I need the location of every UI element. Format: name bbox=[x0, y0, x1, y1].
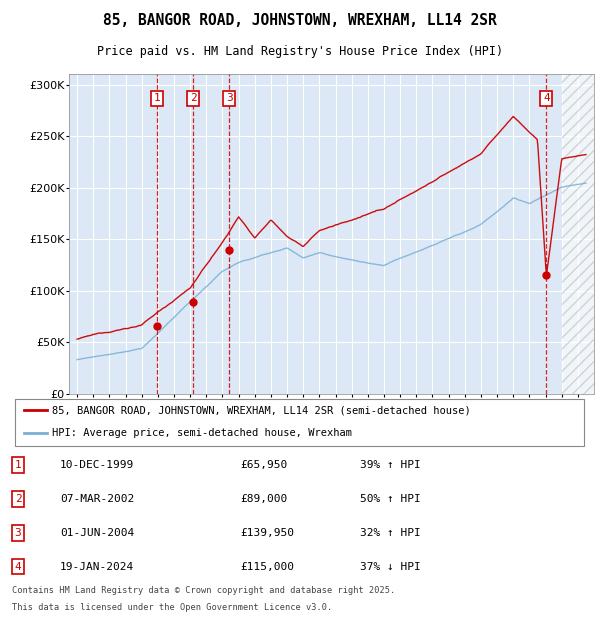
Text: 3: 3 bbox=[14, 528, 22, 538]
Text: 4: 4 bbox=[14, 562, 22, 572]
Text: 1: 1 bbox=[14, 460, 22, 470]
Text: £89,000: £89,000 bbox=[240, 494, 287, 504]
Text: 19-JAN-2024: 19-JAN-2024 bbox=[60, 562, 134, 572]
FancyBboxPatch shape bbox=[15, 399, 584, 446]
Text: 2: 2 bbox=[14, 494, 22, 504]
Text: 3: 3 bbox=[226, 94, 233, 104]
Text: £65,950: £65,950 bbox=[240, 460, 287, 470]
Text: 32% ↑ HPI: 32% ↑ HPI bbox=[360, 528, 421, 538]
Text: 07-MAR-2002: 07-MAR-2002 bbox=[60, 494, 134, 504]
Text: 50% ↑ HPI: 50% ↑ HPI bbox=[360, 494, 421, 504]
Text: 01-JUN-2004: 01-JUN-2004 bbox=[60, 528, 134, 538]
Text: 85, BANGOR ROAD, JOHNSTOWN, WREXHAM, LL14 2SR: 85, BANGOR ROAD, JOHNSTOWN, WREXHAM, LL1… bbox=[103, 13, 497, 28]
Text: 39% ↑ HPI: 39% ↑ HPI bbox=[360, 460, 421, 470]
Text: 2: 2 bbox=[190, 94, 196, 104]
Text: 1: 1 bbox=[154, 94, 160, 104]
Text: £139,950: £139,950 bbox=[240, 528, 294, 538]
Text: Price paid vs. HM Land Registry's House Price Index (HPI): Price paid vs. HM Land Registry's House … bbox=[97, 45, 503, 58]
Text: 37% ↓ HPI: 37% ↓ HPI bbox=[360, 562, 421, 572]
Text: 10-DEC-1999: 10-DEC-1999 bbox=[60, 460, 134, 470]
Text: £115,000: £115,000 bbox=[240, 562, 294, 572]
Text: 85, BANGOR ROAD, JOHNSTOWN, WREXHAM, LL14 2SR (semi-detached house): 85, BANGOR ROAD, JOHNSTOWN, WREXHAM, LL1… bbox=[52, 405, 471, 415]
Text: 4: 4 bbox=[543, 94, 550, 104]
Text: This data is licensed under the Open Government Licence v3.0.: This data is licensed under the Open Gov… bbox=[12, 603, 332, 612]
Text: Contains HM Land Registry data © Crown copyright and database right 2025.: Contains HM Land Registry data © Crown c… bbox=[12, 587, 395, 595]
Text: HPI: Average price, semi-detached house, Wrexham: HPI: Average price, semi-detached house,… bbox=[52, 428, 352, 438]
Bar bbox=[562, 74, 594, 394]
